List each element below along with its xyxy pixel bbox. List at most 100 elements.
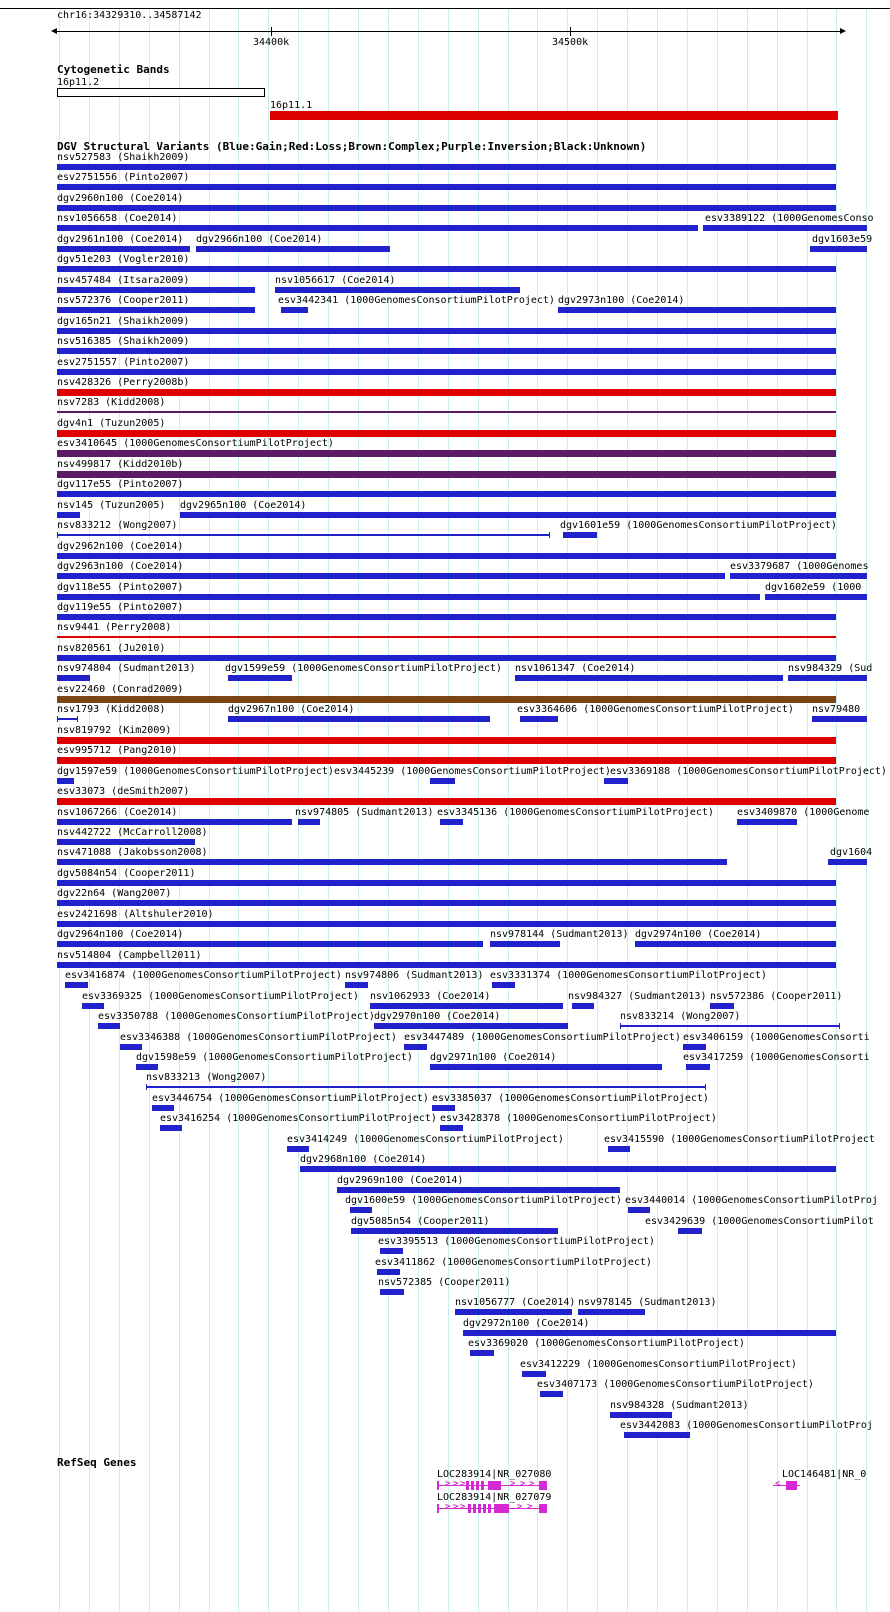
cytoband-bar[interactable] <box>57 88 265 97</box>
variant-bar[interactable] <box>608 1146 630 1152</box>
variant-label[interactable]: esv3442341 (1000GenomesConsortiumPilotPr… <box>278 295 555 306</box>
gene-exon[interactable] <box>437 1504 439 1513</box>
variant-label[interactable]: dgv2972n100 (Coe2014) <box>463 1318 590 1329</box>
variant-bar[interactable] <box>152 1105 174 1111</box>
variant-bar[interactable] <box>57 307 255 313</box>
variant-bar[interactable] <box>120 1044 142 1050</box>
variant-label[interactable]: nsv499817 (Kidd2010b) <box>57 459 184 470</box>
variant-label[interactable]: dgv2963n100 (Coe2014) <box>57 561 184 572</box>
variant-bar[interactable] <box>287 1146 309 1152</box>
variant-label[interactable]: esv3412229 (1000GenomesConsortiumPilotPr… <box>520 1359 797 1370</box>
variant-bar[interactable] <box>432 1105 455 1111</box>
variant-bar[interactable] <box>430 778 455 784</box>
variant-bar[interactable] <box>730 573 867 579</box>
variant-label[interactable]: dgv1601e59 (1000GenomesConsortiumPilotPr… <box>560 520 837 531</box>
variant-label[interactable]: nsv527583 (Shaikh2009) <box>57 152 190 163</box>
variant-label[interactable]: esv3417259 (1000GenomesConsorti <box>683 1052 870 1063</box>
variant-bar[interactable] <box>490 941 560 947</box>
variant-bar[interactable] <box>57 636 836 638</box>
variant-label[interactable]: nsv1061347 (Coe2014) <box>515 663 636 674</box>
variant-label[interactable]: esv3440014 (1000GenomesConsortiumPilotPr… <box>625 1195 878 1206</box>
variant-label[interactable]: dgv51e203 (Vogler2010) <box>57 254 190 265</box>
variant-label[interactable]: dgv1602e59 (1000 <box>765 582 862 593</box>
variant-bar[interactable] <box>710 1003 734 1009</box>
variant-bar[interactable] <box>345 982 368 988</box>
variant-label[interactable]: dgv118e55 (Pinto2007) <box>57 582 184 593</box>
variant-bar[interactable] <box>337 1187 620 1193</box>
variant-bar[interactable] <box>374 1023 568 1029</box>
variant-label[interactable]: nsv1056777 (Coe2014) <box>455 1297 576 1308</box>
variant-bar[interactable] <box>136 1064 158 1070</box>
variant-bar[interactable] <box>578 1309 645 1315</box>
variant-label[interactable]: nsv7283 (Kidd2008) <box>57 397 166 408</box>
variant-label[interactable]: dgv119e55 (Pinto2007) <box>57 602 184 613</box>
variant-bar[interactable] <box>57 389 836 396</box>
variant-label[interactable]: dgv117e55 (Pinto2007) <box>57 479 184 490</box>
variant-label[interactable]: nsv572386 (Cooper2011) <box>710 991 843 1002</box>
variant-label[interactable]: esv3411862 (1000GenomesConsortiumPilotPr… <box>375 1257 652 1268</box>
variant-bar[interactable] <box>377 1269 400 1275</box>
variant-bar[interactable] <box>635 941 836 947</box>
variant-bar[interactable] <box>57 553 836 559</box>
variant-bar[interactable] <box>455 1309 572 1315</box>
variant-label[interactable]: esv2421698 (Altshuler2010) <box>57 909 214 920</box>
variant-label[interactable]: dgv2968n100 (Coe2014) <box>300 1154 427 1165</box>
variant-bar[interactable] <box>57 798 836 805</box>
variant-bar[interactable] <box>57 757 836 764</box>
variant-label[interactable]: dgv2974n100 (Coe2014) <box>635 929 762 940</box>
variant-label[interactable]: dgv2964n100 (Coe2014) <box>57 929 184 940</box>
variant-label[interactable]: dgv2960n100 (Coe2014) <box>57 193 184 204</box>
variant-bar[interactable] <box>678 1228 702 1234</box>
variant-bar[interactable] <box>610 1412 672 1418</box>
gene-label[interactable]: LOC283914|NR_027080 <box>437 1469 552 1480</box>
variant-bar[interactable] <box>470 1350 494 1356</box>
variant-label[interactable]: nsv1793 (Kidd2008) <box>57 704 166 715</box>
variant-label[interactable]: nsv572385 (Cooper2011) <box>378 1277 511 1288</box>
variant-label[interactable]: esv2751557 (Pinto2007) <box>57 357 190 368</box>
variant-label[interactable]: dgv2970n100 (Coe2014) <box>374 1011 501 1022</box>
variant-bar[interactable] <box>522 1371 546 1377</box>
variant-label[interactable]: esv3445239 (1000GenomesConsortiumPilotPr… <box>334 766 611 777</box>
variant-label[interactable]: dgv5085n54 (Cooper2011) <box>351 1216 490 1227</box>
gene-exon[interactable] <box>483 1504 486 1513</box>
gene-exon[interactable] <box>488 1481 501 1490</box>
variant-bar[interactable] <box>370 1003 563 1009</box>
variant-bar[interactable] <box>57 450 836 457</box>
variant-bar[interactable] <box>57 718 78 720</box>
gene-exon[interactable] <box>494 1504 509 1513</box>
variant-bar[interactable] <box>812 716 867 722</box>
variant-label[interactable]: esv3369188 (1000GenomesConsortiumPilotPr… <box>610 766 887 777</box>
variant-bar[interactable] <box>540 1391 563 1397</box>
variant-bar[interactable] <box>572 1003 594 1009</box>
variant-bar[interactable] <box>380 1248 403 1254</box>
variant-label[interactable]: esv3447489 (1000GenomesConsortiumPilotPr… <box>404 1032 681 1043</box>
variant-bar[interactable] <box>624 1432 690 1438</box>
variant-label[interactable]: dgv1604 <box>830 847 873 858</box>
variant-label[interactable]: esv33073 (deSmith2007) <box>57 786 190 797</box>
variant-bar[interactable] <box>57 430 836 437</box>
variant-bar[interactable] <box>82 1003 104 1009</box>
variant-bar[interactable] <box>628 1207 650 1213</box>
variant-bar[interactable] <box>57 328 836 334</box>
variant-bar[interactable] <box>57 859 727 865</box>
variant-label[interactable]: esv3369020 (1000GenomesConsortiumPilotPr… <box>468 1338 745 1349</box>
variant-label[interactable]: nsv974804 (Sudmant2013) <box>57 663 196 674</box>
variant-bar[interactable] <box>563 532 597 538</box>
variant-bar[interactable] <box>351 1228 558 1234</box>
variant-bar[interactable] <box>350 1207 372 1213</box>
variant-label[interactable]: nsv1067266 (Coe2014) <box>57 807 178 818</box>
variant-label[interactable]: nsv145 (Tuzun2005) <box>57 500 166 511</box>
variant-label[interactable]: nsv1056658 (Coe2014) <box>57 213 178 224</box>
variant-label[interactable]: nsv833213 (Wong2007) <box>146 1072 267 1083</box>
variant-bar[interactable] <box>57 287 255 293</box>
variant-label[interactable]: dgv1603e59 <box>812 234 873 245</box>
variant-bar[interactable] <box>57 941 483 947</box>
variant-label[interactable]: dgv165n21 (Shaikh2009) <box>57 316 190 327</box>
gene-exon[interactable] <box>539 1481 547 1490</box>
variant-label[interactable]: nsv978145 (Sudmant2013) <box>578 1297 717 1308</box>
variant-bar[interactable] <box>57 411 836 413</box>
variant-bar[interactable] <box>57 778 74 784</box>
variant-bar[interactable] <box>160 1125 182 1131</box>
variant-bar[interactable] <box>404 1044 427 1050</box>
variant-label[interactable]: esv3346388 (1000GenomesConsortiumPilotPr… <box>120 1032 397 1043</box>
